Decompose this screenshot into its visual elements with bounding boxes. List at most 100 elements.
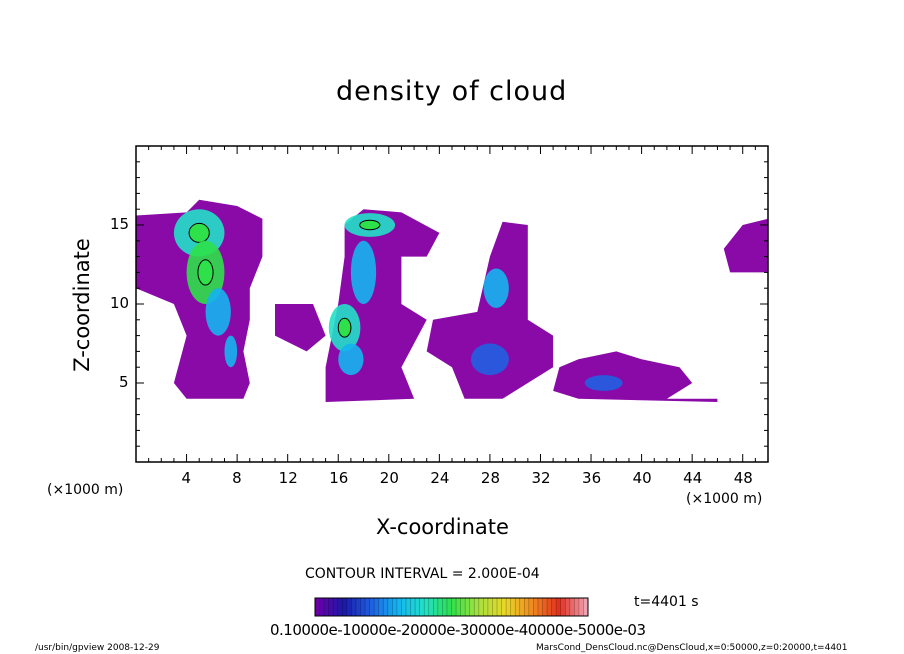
x-axis-unit: (×1000 m) [686, 491, 763, 507]
colorbar-swatch [583, 598, 589, 616]
colorbar-labels: 0.10000e-10000e-20000e-30000e-40000e-500… [270, 621, 646, 639]
colorbar-swatch [465, 598, 471, 616]
x-tick-label: 32 [531, 469, 551, 487]
colorbar-swatch [551, 598, 557, 616]
colorbar-swatch [497, 598, 503, 616]
colorbar-swatch [565, 598, 571, 616]
cloud-core [470, 343, 509, 376]
x-tick-label: 20 [379, 469, 399, 487]
colorbar-swatch [442, 598, 448, 616]
y-tick-label: 15 [110, 215, 130, 233]
contour-line [337, 317, 352, 338]
colorbar-swatch [360, 598, 366, 616]
y-axis-label: Z-coordinate [70, 238, 94, 372]
colorbar-swatch [487, 598, 493, 616]
colorbar-swatch [437, 598, 443, 616]
colorbar-swatch [483, 598, 489, 616]
cloud-core [584, 375, 623, 391]
colorbar-swatch [574, 598, 580, 616]
colorbar-swatch [324, 598, 330, 616]
x-tick-label: 44 [683, 469, 703, 487]
x-axis-label: X-coordinate [376, 515, 509, 539]
contour-line [188, 222, 210, 243]
colorbar-swatch [337, 598, 343, 616]
colorbar-swatch [524, 598, 530, 616]
colorbar-swatch [542, 598, 548, 616]
colorbar-swatch [528, 598, 534, 616]
y-axis-unit: (×1000 m) [47, 482, 124, 498]
cloud-region [723, 218, 768, 273]
colorbar-swatch [378, 598, 384, 616]
colorbar-swatch [319, 598, 325, 616]
colorbar-swatch [519, 598, 525, 616]
colorbar-swatch [537, 598, 543, 616]
x-tick-label: 28 [480, 469, 500, 487]
colorbar-swatch [415, 598, 421, 616]
cloud-density-field [136, 199, 768, 402]
colorbar-swatch [492, 598, 498, 616]
colorbar-swatch [365, 598, 371, 616]
x-tick-label: 24 [430, 469, 450, 487]
colorbar-swatch [556, 598, 562, 616]
x-tick-label: 8 [232, 469, 242, 487]
colorbar-swatch [478, 598, 484, 616]
footer-left: /usr/bin/gpview 2008-12-29 [35, 643, 160, 653]
colorbar-swatch [469, 598, 475, 616]
x-tick-label: 12 [278, 469, 298, 487]
colorbar-swatch [446, 598, 452, 616]
time-stamp: t=4401 s [634, 594, 699, 610]
y-tick-label: 5 [119, 373, 129, 391]
colorbar-swatch [501, 598, 507, 616]
colorbar-swatch [578, 598, 584, 616]
cloud-core [350, 240, 377, 304]
colorbar-swatch [374, 598, 380, 616]
colorbar-swatch [346, 598, 352, 616]
colorbar-swatch [510, 598, 516, 616]
colorbar-swatch [369, 598, 375, 616]
colorbar-swatch [406, 598, 412, 616]
colorbar-swatch [506, 598, 512, 616]
colorbar-swatch [419, 598, 425, 616]
cloud-region [426, 221, 554, 399]
colorbar-swatch [456, 598, 462, 616]
colorbar-swatch [401, 598, 407, 616]
colorbar-swatch [515, 598, 521, 616]
x-tick-label: 48 [733, 469, 753, 487]
colorbar-swatch [392, 598, 398, 616]
colorbar-swatch [428, 598, 434, 616]
cloud-core [205, 288, 231, 336]
contour-line [197, 259, 214, 286]
colorbar-swatch [328, 598, 334, 616]
colorbar-swatch [342, 598, 348, 616]
cloud-core [338, 343, 364, 376]
colorbar-swatch [424, 598, 430, 616]
cloud-core-cells [173, 209, 623, 391]
colorbar-swatch [396, 598, 402, 616]
colorbar-swatch [451, 598, 457, 616]
colorbar [314, 597, 589, 617]
y-axis-ticks [136, 161, 768, 447]
x-tick-label: 36 [582, 469, 602, 487]
x-tick-label: 16 [329, 469, 349, 487]
colorbar-swatch [333, 598, 339, 616]
cloud-region [275, 304, 326, 352]
chart-title: density of cloud [336, 76, 568, 107]
colorbar-swatch [383, 598, 389, 616]
colorbar-swatch [433, 598, 439, 616]
colorbar-swatch [315, 598, 321, 616]
colorbar-swatch [560, 598, 566, 616]
colorbar-swatch [351, 598, 357, 616]
colorbar-swatch [355, 598, 361, 616]
colorbar-swatch [569, 598, 575, 616]
colorbar-swatch [547, 598, 553, 616]
colorbar-swatch [533, 598, 539, 616]
y-tick-label: 10 [110, 294, 130, 312]
colorbar-swatch [474, 598, 480, 616]
cloud-region [553, 351, 718, 402]
cloud-core [224, 335, 238, 368]
colorbar-frame [314, 597, 589, 617]
footer-right: MarsCond_DensCloud.nc@DensCloud,x=0:5000… [536, 643, 848, 653]
cloud-core [483, 268, 509, 308]
colorbar-swatch [460, 598, 466, 616]
